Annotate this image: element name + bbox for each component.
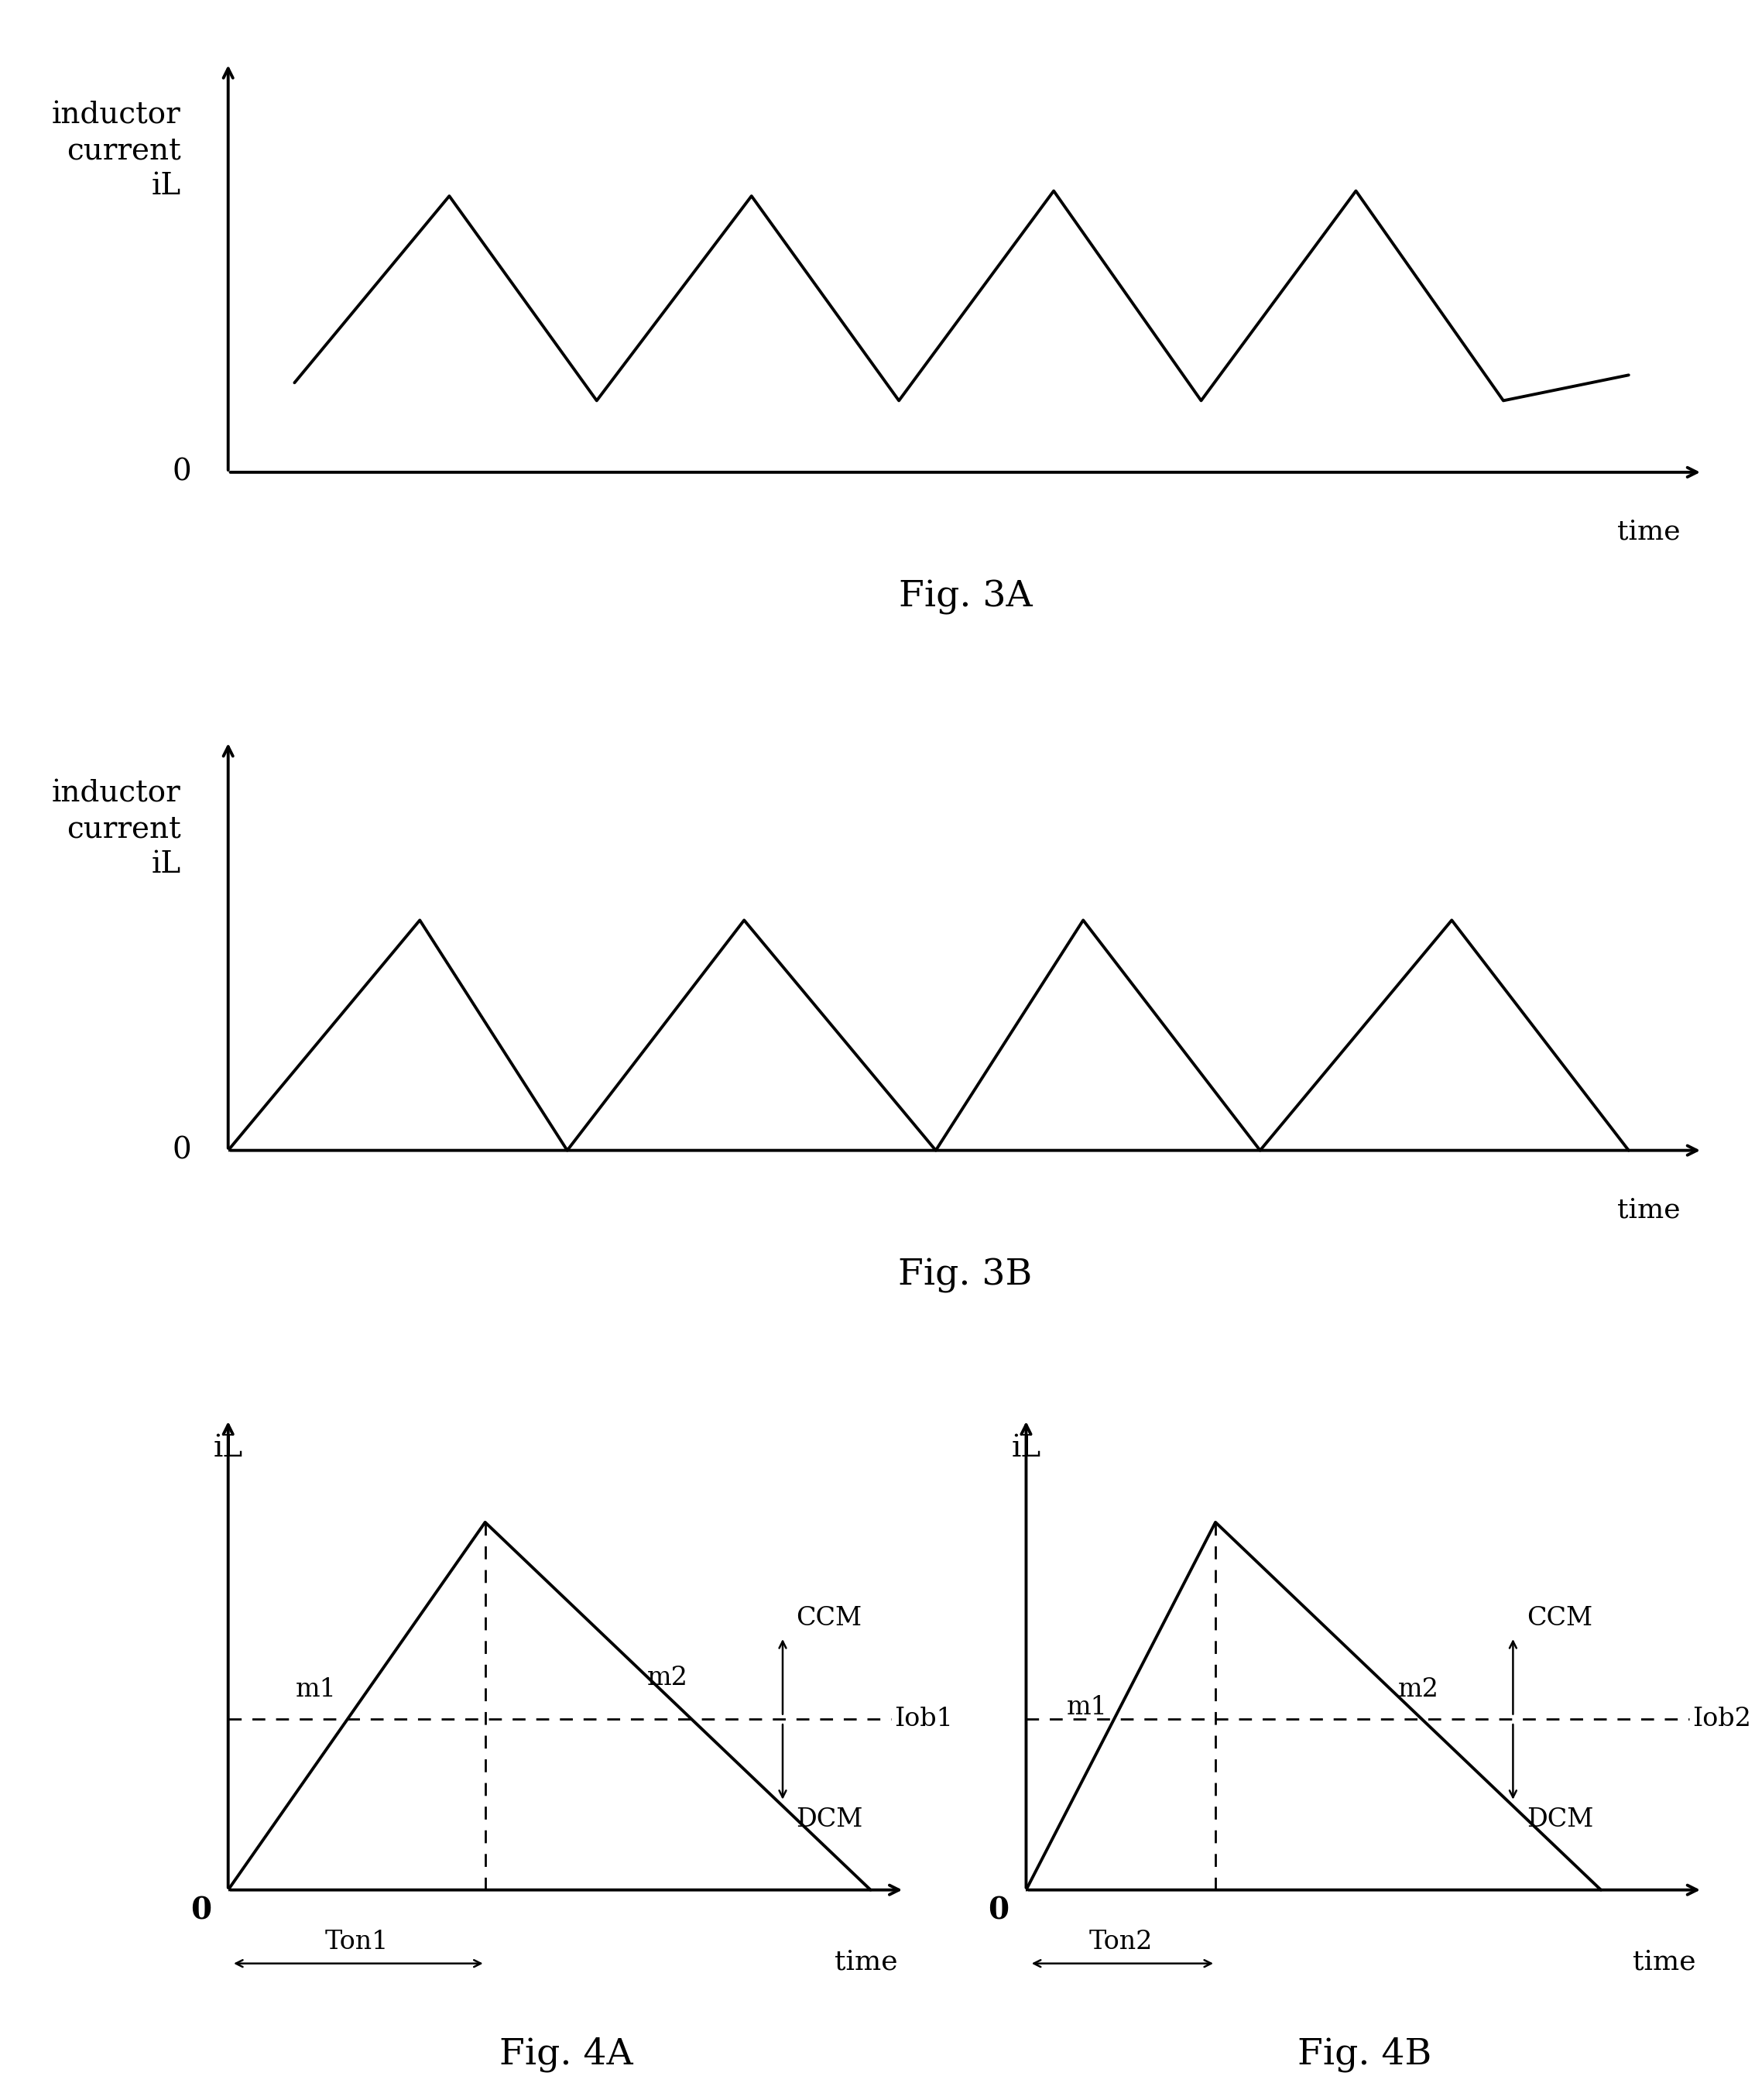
Text: Fig. 3B: Fig. 3B bbox=[899, 1258, 1032, 1294]
Text: 0: 0 bbox=[172, 458, 191, 487]
Text: time: time bbox=[834, 1949, 897, 1976]
Text: inductor
current
iL: inductor current iL bbox=[53, 779, 181, 880]
Text: CCM: CCM bbox=[797, 1606, 862, 1632]
Text: Fig. 4A: Fig. 4A bbox=[500, 2037, 634, 2073]
Text: m2: m2 bbox=[648, 1665, 688, 1690]
Text: m1: m1 bbox=[295, 1678, 337, 1703]
Text: 0: 0 bbox=[988, 1896, 1009, 1926]
Text: 0: 0 bbox=[172, 1136, 191, 1166]
Text: time: time bbox=[1632, 1949, 1695, 1976]
Text: inductor
current
iL: inductor current iL bbox=[53, 101, 181, 202]
Text: Ton1: Ton1 bbox=[325, 1930, 388, 1955]
Text: DCM: DCM bbox=[1527, 1808, 1594, 1833]
Text: time: time bbox=[1616, 1197, 1680, 1222]
Text: iL: iL bbox=[1011, 1434, 1041, 1462]
Text: Iob2: Iob2 bbox=[1692, 1707, 1751, 1732]
Text: Ton2: Ton2 bbox=[1088, 1930, 1153, 1955]
Text: 0: 0 bbox=[190, 1896, 211, 1926]
Text: Fig. 4B: Fig. 4B bbox=[1297, 2037, 1432, 2073]
Text: Fig. 3A: Fig. 3A bbox=[899, 580, 1032, 615]
Text: time: time bbox=[1616, 519, 1680, 544]
Text: m2: m2 bbox=[1399, 1678, 1439, 1703]
Text: iL: iL bbox=[214, 1434, 242, 1462]
Text: CCM: CCM bbox=[1527, 1606, 1592, 1632]
Text: DCM: DCM bbox=[797, 1808, 863, 1833]
Text: m1: m1 bbox=[1067, 1695, 1107, 1720]
Text: Iob1: Iob1 bbox=[895, 1707, 953, 1732]
